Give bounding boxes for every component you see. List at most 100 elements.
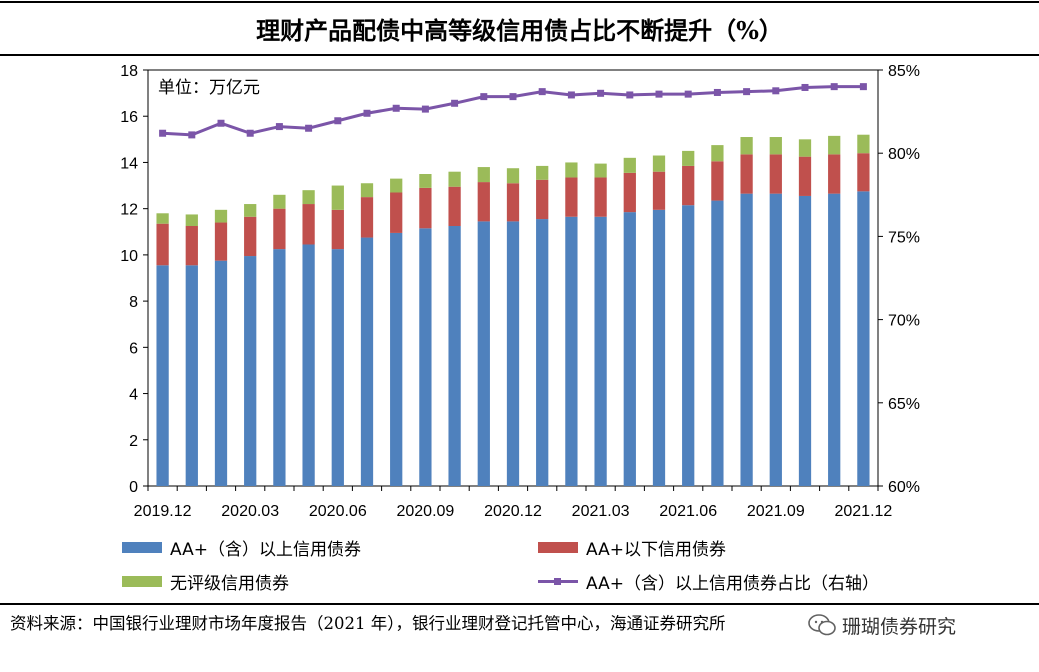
y-right-tick-label: 80% [888, 146, 920, 163]
bar-unrated [419, 174, 432, 188]
bar-below-aa-plus [331, 209, 344, 250]
share-line-point [363, 109, 371, 117]
share-line-point [392, 104, 400, 112]
share-line-point [305, 124, 313, 132]
y-left-tick-label: 8 [129, 294, 138, 311]
bar-aa-plus [594, 216, 607, 486]
legend-item-unrated: 无评级信用债券 [122, 570, 289, 594]
bar-aa-plus [652, 209, 666, 487]
bar-unrated [214, 209, 228, 223]
chart-canvas: 0 2 4 6 8 10 12 14 16 18 60% 65% 70% 75% 80% 85% 2019.12… [120, 63, 920, 520]
bar-unrated [536, 165, 549, 180]
share-line-point [830, 83, 838, 91]
y-left-tick-label: 0 [129, 479, 138, 496]
y-left-tick-label: 12 [120, 202, 138, 219]
top-rule [0, 1, 1039, 3]
bar-below-aa-plus [828, 154, 841, 194]
bar-aa-plus [185, 265, 198, 486]
bar-aa-plus [156, 265, 169, 486]
bar-unrated [798, 139, 812, 157]
bar-unrated [273, 194, 286, 209]
x-tick-label: 2021.12 [834, 503, 892, 520]
bar-below-aa-plus [477, 182, 490, 222]
bar-below-aa-plus [273, 208, 286, 250]
bar-below-aa-plus [740, 154, 753, 194]
watermark-text: 珊瑚债券研究 [842, 615, 957, 638]
source-rule [0, 603, 1039, 605]
wechat-icon [808, 614, 836, 636]
bar-below-aa-plus [623, 172, 636, 213]
bar-aa-plus [828, 193, 841, 486]
bar-below-aa-plus [506, 183, 520, 222]
share-line-point [801, 83, 809, 91]
share-line-point [859, 83, 867, 91]
bar-unrated [156, 213, 169, 224]
legend-item-share-line: AA+（含）以上信用债券占比（右轴） [538, 570, 879, 594]
share-line-point [713, 88, 721, 96]
share-line-point [275, 123, 283, 131]
bar-aa-plus [769, 193, 782, 486]
bar-unrated [477, 167, 490, 183]
y-left-tick-label: 16 [120, 109, 138, 126]
bar-below-aa-plus [156, 223, 169, 266]
share-line-point [451, 99, 459, 107]
legend-label-unrated: 无评级信用债券 [170, 573, 289, 594]
bar-below-aa-plus [594, 177, 607, 217]
legend-swatch-share-line [538, 576, 578, 587]
share-line-point [538, 88, 546, 96]
bar-unrated [331, 185, 344, 210]
bar-aa-plus [244, 256, 257, 486]
legend-item-aa-plus: AA+（含）以上信用债券 [122, 536, 361, 560]
share-line-point [159, 129, 167, 137]
y-left-tick-label: 6 [129, 340, 138, 357]
y-right-tick-label: 65% [888, 396, 920, 413]
unit-label: 单位：万亿元 [158, 78, 260, 98]
bar-aa-plus [682, 205, 695, 486]
y-left-tick-label: 18 [120, 63, 138, 80]
bar-aa-plus [565, 216, 578, 486]
legend-swatch-aa-plus [122, 541, 162, 553]
bar-below-aa-plus [682, 165, 695, 206]
bar-aa-plus [623, 212, 636, 486]
share-line-point [655, 90, 663, 98]
bars [156, 134, 870, 487]
bar-below-aa-plus [565, 177, 578, 217]
bar-unrated [711, 145, 724, 162]
bar-aa-plus [331, 249, 344, 486]
share-line-point [684, 90, 692, 98]
bar-aa-plus [857, 191, 870, 487]
source-note: 资料来源：中国银行业理财市场年度报告（2021 年），银行业理财登记托管中心，海… [10, 614, 726, 633]
bar-unrated [360, 183, 374, 198]
x-tick-label: 2020.03 [221, 503, 279, 520]
bar-aa-plus [477, 221, 490, 486]
bar-below-aa-plus [390, 192, 403, 233]
bar-aa-plus [360, 237, 374, 486]
bar-unrated [828, 135, 841, 155]
bar-aa-plus [448, 226, 461, 486]
x-tick-label: 2021.09 [747, 503, 805, 520]
chart-title: 理财产品配债中高等级信用债占比不断提升（%） [256, 16, 783, 45]
y-left-tick-label: 10 [120, 248, 138, 265]
bar-below-aa-plus [360, 197, 374, 238]
bar-unrated [244, 204, 257, 217]
x-tick-label: 2019.12 [134, 503, 192, 520]
share-line-point [334, 117, 342, 125]
bar-below-aa-plus [419, 187, 432, 229]
share-line-point [509, 93, 517, 101]
bar-below-aa-plus [214, 222, 228, 261]
bar-aa-plus [273, 249, 286, 486]
share-line-point [743, 88, 751, 96]
legend-swatch-below-aa-plus [538, 541, 578, 553]
bar-unrated [448, 171, 461, 187]
legend-swatch-unrated [122, 575, 162, 587]
y-right-tick-label: 85% [888, 63, 920, 80]
x-tick-label: 2020.09 [396, 503, 454, 520]
y-right-tick-label: 75% [888, 229, 920, 246]
y-right-tick-label: 60% [888, 479, 920, 496]
legend-item-below-aa-plus: AA+以下信用债券 [538, 536, 726, 560]
bar-aa-plus [419, 228, 432, 487]
bar-below-aa-plus [244, 216, 257, 257]
watermark: 珊瑚债券研究 [808, 608, 956, 642]
bar-unrated [682, 150, 695, 166]
